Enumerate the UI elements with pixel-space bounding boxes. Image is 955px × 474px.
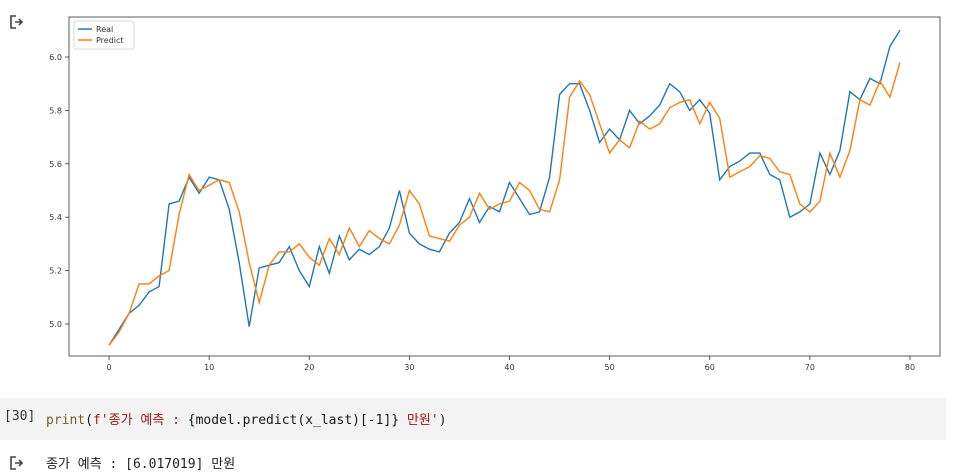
y-tick-label: 5.2 bbox=[49, 267, 62, 276]
code-string-prefix: f'종가 예측 : bbox=[92, 413, 188, 428]
output-arrow-icon bbox=[10, 456, 24, 470]
code-string-suffix: 만원' bbox=[399, 413, 439, 428]
legend-box bbox=[73, 20, 135, 50]
x-tick-label: 30 bbox=[404, 363, 414, 372]
chart-legend: Real Predict bbox=[73, 20, 135, 50]
series-line-predict bbox=[108, 62, 901, 346]
x-tick-label: 60 bbox=[705, 363, 715, 372]
x-tick-label: 50 bbox=[605, 363, 615, 372]
x-tick-label: 80 bbox=[905, 363, 915, 372]
code-expression: {model.predict(x_last)[-1]} bbox=[187, 413, 400, 428]
output-arrow-icon bbox=[10, 15, 24, 29]
code-line[interactable]: print(f'종가 예측 : {model.predict(x_last)[-… bbox=[46, 409, 447, 428]
execution-count: [30] bbox=[4, 409, 36, 424]
x-tick-label: 40 bbox=[504, 363, 514, 372]
series-line-real bbox=[108, 29, 901, 346]
x-tick-label: 0 bbox=[106, 363, 111, 372]
plot-area bbox=[68, 16, 941, 357]
y-tick-label: 5.8 bbox=[49, 106, 62, 115]
x-tick-label: 20 bbox=[304, 363, 314, 372]
legend-label: Real bbox=[96, 25, 113, 34]
y-tick-label: 6.0 bbox=[49, 53, 62, 62]
y-tick-label: 5.0 bbox=[49, 320, 62, 329]
code-paren-close: ) bbox=[438, 413, 447, 428]
x-tick-label: 70 bbox=[805, 363, 815, 372]
y-tick-label: 5.6 bbox=[49, 160, 62, 169]
line-chart: 0 10 20 30 40 50 60 70 80 5.0 5.2 5.4 5.6 5.8 6.0 Real… bbox=[49, 16, 941, 372]
code-paren-open: ( bbox=[85, 413, 93, 428]
code-cell[interactable]: [30] print(f'종가 예측 : {model.predict(x_la… bbox=[0, 398, 946, 440]
cell-output-text: 종가 예측 : [6.017019] 만원 bbox=[46, 457, 236, 472]
y-tick-label: 5.4 bbox=[49, 213, 62, 222]
x-tick-label: 10 bbox=[204, 363, 214, 372]
legend-label: Predict bbox=[96, 36, 124, 45]
code-function: print bbox=[46, 413, 86, 428]
